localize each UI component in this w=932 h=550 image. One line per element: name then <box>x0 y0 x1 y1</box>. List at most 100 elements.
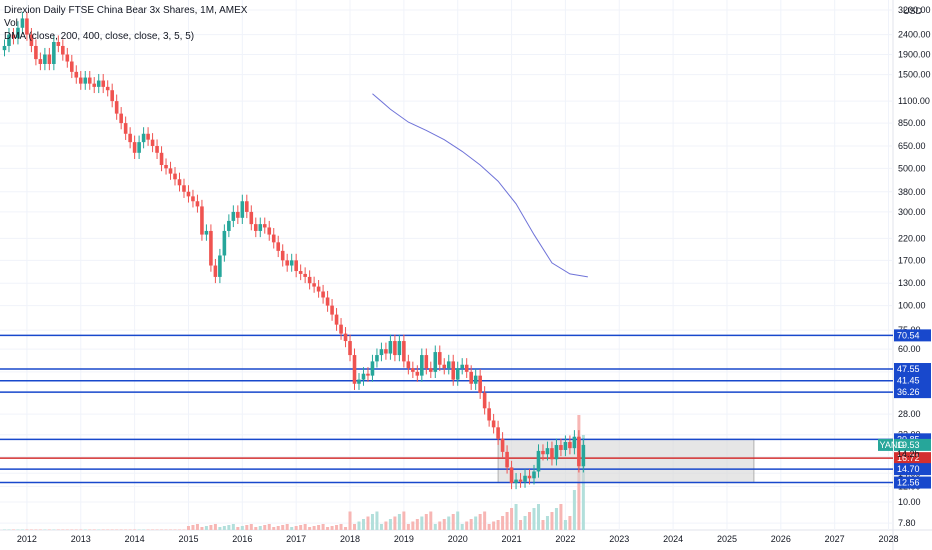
volume-bar <box>321 524 325 530</box>
candle-body <box>209 230 213 266</box>
volume-bar <box>38 529 42 530</box>
y-tick-label: 28.00 <box>898 409 921 419</box>
x-tick-label: 2015 <box>178 534 198 544</box>
volume-bar <box>406 524 410 530</box>
candle-body <box>437 352 442 365</box>
candle-body <box>366 373 370 376</box>
candle-body <box>43 54 47 64</box>
candle-body <box>69 61 74 72</box>
candle-body <box>550 448 554 460</box>
time-axis[interactable]: 2012 2013 2014 2015 2016 2017 2018 2019 2020 2021… <box>17 534 899 544</box>
candle-body <box>96 80 101 87</box>
y-tick-label: 1100.00 <box>898 96 930 106</box>
candle-body <box>442 364 447 369</box>
volume-bar <box>227 525 231 530</box>
volume-bar <box>110 529 114 530</box>
x-tick-label: 2027 <box>825 534 845 544</box>
candle-body <box>451 361 456 380</box>
volume-bar <box>568 516 572 530</box>
candle-body <box>581 444 586 467</box>
candle-body <box>258 224 263 231</box>
candle-body <box>487 408 491 421</box>
candle-body <box>375 355 379 362</box>
volume-bar <box>415 519 419 530</box>
candle-body <box>177 179 182 186</box>
candle-body <box>312 283 316 287</box>
candle-body <box>348 341 352 356</box>
candle-body <box>150 139 155 146</box>
volume-bar <box>308 527 312 530</box>
x-tick-label: 2024 <box>663 534 683 544</box>
x-tick-label: 2012 <box>17 534 37 544</box>
x-tick-label: 2018 <box>340 534 360 544</box>
candle-body <box>339 324 343 334</box>
volume-bar <box>146 529 150 530</box>
y-tick-label: 100.00 <box>898 301 926 311</box>
volume-bar <box>433 524 437 530</box>
candle-body <box>155 145 159 153</box>
candle-body <box>478 375 482 393</box>
volume-bar <box>2 529 6 530</box>
candle-body <box>56 41 61 46</box>
candle-body <box>65 54 70 62</box>
volume-bar <box>137 529 141 530</box>
volume-bar <box>510 508 514 530</box>
volume-bar <box>501 516 505 530</box>
volume-bar <box>164 529 168 530</box>
volume-bar <box>469 519 473 530</box>
candle-body <box>411 368 415 372</box>
candle-body <box>280 250 285 261</box>
volume-bar <box>133 529 137 530</box>
volume-bar <box>115 529 119 530</box>
candle-body <box>141 133 146 143</box>
volume-bar <box>344 527 348 530</box>
candle-body <box>406 361 411 369</box>
price-tag-bg <box>894 476 931 489</box>
volume-bar <box>124 529 128 530</box>
volume-bar <box>16 529 20 530</box>
volume-bar <box>402 511 406 530</box>
volume-bar <box>523 516 527 530</box>
horizontal-lines[interactable] <box>0 334 893 484</box>
volume-bar <box>276 526 280 530</box>
volume-bar <box>451 514 455 530</box>
volume-bar <box>335 525 339 530</box>
volume-bar <box>209 525 213 530</box>
candles <box>2 11 586 490</box>
candle-body <box>20 18 25 28</box>
candle-body <box>307 276 312 284</box>
candle-body <box>83 77 88 84</box>
volume-bar <box>550 512 554 530</box>
volume-bar <box>200 527 204 530</box>
candle-body <box>361 373 366 380</box>
volume-bar <box>442 519 446 530</box>
candle-body <box>523 475 527 482</box>
volume-bar <box>447 516 451 530</box>
last-price-tag-bg <box>894 438 931 451</box>
x-tick-label: 2014 <box>125 534 145 544</box>
candle-body <box>16 27 20 39</box>
price-range-box[interactable] <box>497 438 755 484</box>
candle-body <box>518 479 523 482</box>
candle-body <box>384 349 388 354</box>
candle-body <box>491 420 496 428</box>
price-tag-label: 70.54 <box>897 330 920 340</box>
symbol-tag: YANG <box>880 440 905 450</box>
candle-body <box>132 142 137 153</box>
y-tick-label: 1900.00 <box>898 50 931 60</box>
candle-body <box>240 201 245 218</box>
chart-legend: Direxion Daily FTSE China Bear 3x Shares… <box>4 4 247 43</box>
volume-bar <box>195 524 199 530</box>
volume-bar <box>559 504 563 530</box>
candle-body <box>105 86 110 91</box>
candle-body <box>110 90 114 102</box>
volume-bar <box>245 525 249 530</box>
legend-dma: DMA (close, 200, 400, close, close, 3, 5… <box>4 31 195 42</box>
legend-title: Direxion Daily FTSE China Bear 3x Shares… <box>4 5 248 16</box>
volume-bar <box>299 525 303 530</box>
last-price-countdown: 14.2h <box>897 449 920 459</box>
candle-body <box>370 361 375 376</box>
currency-label: USD <box>903 6 923 16</box>
candle-body <box>92 83 97 87</box>
